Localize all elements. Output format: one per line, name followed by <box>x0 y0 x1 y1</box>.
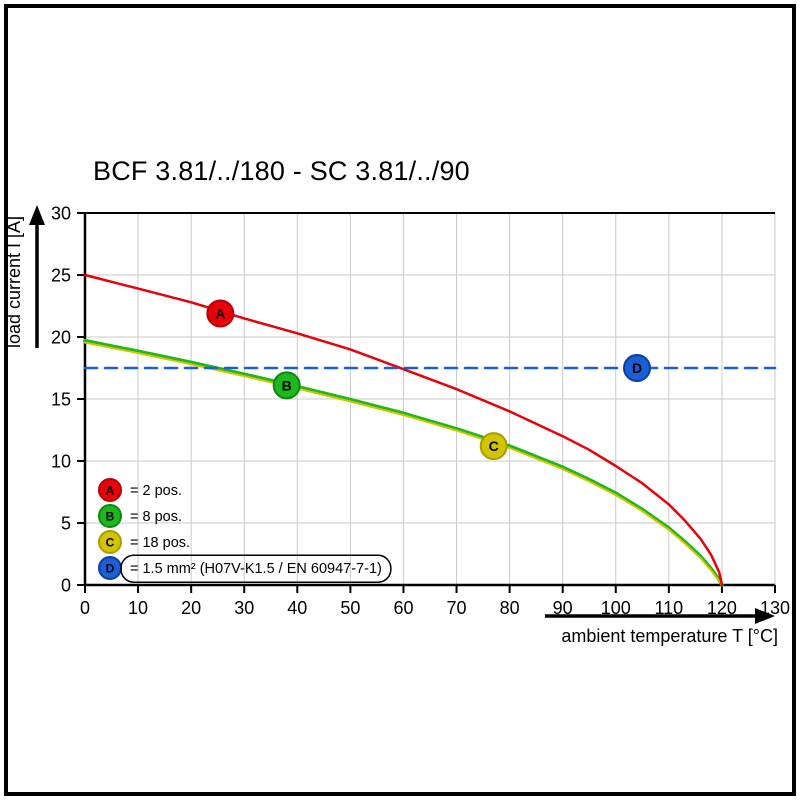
legend-label-B: = 8 pos. <box>130 509 182 525</box>
legend-label-C: = 18 pos. <box>130 535 190 551</box>
marker-letter-C: C <box>489 438 499 454</box>
legend-marker-letter-B: B <box>106 509 115 523</box>
marker-letter-B: B <box>282 377 292 393</box>
y-tick-label: 15 <box>51 389 71 409</box>
y-axis-label: load current I [A] <box>4 216 24 348</box>
legend-marker-C <box>98 530 122 554</box>
marker-circle-B <box>272 371 301 400</box>
y-tick-label: 0 <box>61 575 71 595</box>
y-tick-label: 20 <box>51 327 71 347</box>
gridlines <box>85 212 776 585</box>
chart-title: BCF 3.81/../180 - SC 3.81/../90 <box>93 156 470 186</box>
y-tick-label: 10 <box>51 451 71 471</box>
marker-letter-A: A <box>215 305 225 321</box>
y-tick-label: 5 <box>61 513 71 533</box>
x-tick-label: 90 <box>553 598 573 618</box>
legend-item-D: D = 1.5 mm² (H07V-K1.5 / EN 60947-7-1) <box>98 554 392 583</box>
legend-marker-letter-D: D <box>106 561 115 575</box>
legend-item-C: C = 18 pos. <box>98 530 190 554</box>
y-tick-label: 25 <box>51 265 71 285</box>
marker-letter-D: D <box>632 360 642 376</box>
axis-labels: load current I [A] ambient temperature T … <box>4 205 778 646</box>
marker-circle-C <box>479 432 508 461</box>
page-border-frame <box>4 4 796 796</box>
x-axis-label: ambient temperature T [°C] <box>561 626 778 646</box>
x-tick-label: 20 <box>181 598 201 618</box>
curve-A <box>83 273 724 587</box>
legend: A = 2 pos. B = 8 pos. C = 18 pos. D = 1.5 mm² (… <box>98 478 392 583</box>
legend-label-A: = 2 pos. <box>130 483 182 499</box>
curve-B <box>83 338 724 587</box>
tick-labels: 0 5 10 15 20 25 30 0 10 20 30 40 50 60 70 80 90 100 110 120… <box>51 203 790 618</box>
x-tick-label: 100 <box>601 598 631 618</box>
marker-B: B <box>272 371 301 400</box>
legend-marker-letter-A: A <box>106 483 115 497</box>
marker-D: D <box>623 354 651 382</box>
x-axis-arrow-head <box>755 608 775 624</box>
x-tick-label: 70 <box>447 598 467 618</box>
legend-box-D <box>120 554 392 583</box>
x-tick-label: 60 <box>393 598 413 618</box>
x-tick-label: 80 <box>500 598 520 618</box>
marker-circle-A <box>206 299 235 328</box>
curve-C <box>84 341 723 586</box>
x-tick-label: 0 <box>80 598 90 618</box>
legend-item-A: A = 2 pos. <box>98 478 182 502</box>
marker-C: C <box>479 432 508 461</box>
legend-item-B: B = 8 pos. <box>98 504 182 528</box>
marker-circle-D <box>623 354 651 382</box>
x-tick-label: 50 <box>340 598 360 618</box>
legend-marker-letter-C: C <box>106 535 115 549</box>
x-tick-label: 30 <box>234 598 254 618</box>
legend-marker-B <box>98 504 122 528</box>
x-tick-label: 120 <box>707 598 737 618</box>
y-tick-label: 30 <box>51 203 71 223</box>
x-tick-label: 10 <box>128 598 148 618</box>
legend-label-D: = 1.5 mm² (H07V-K1.5 / EN 60947-7-1) <box>130 561 382 577</box>
x-tick-label: 40 <box>287 598 307 618</box>
curves <box>83 273 777 587</box>
x-tick-label: 110 <box>654 598 683 618</box>
curve-markers: A B C D <box>206 299 651 461</box>
marker-A: A <box>206 299 235 328</box>
y-axis-arrow-head <box>29 205 45 225</box>
legend-marker-A <box>98 478 122 502</box>
